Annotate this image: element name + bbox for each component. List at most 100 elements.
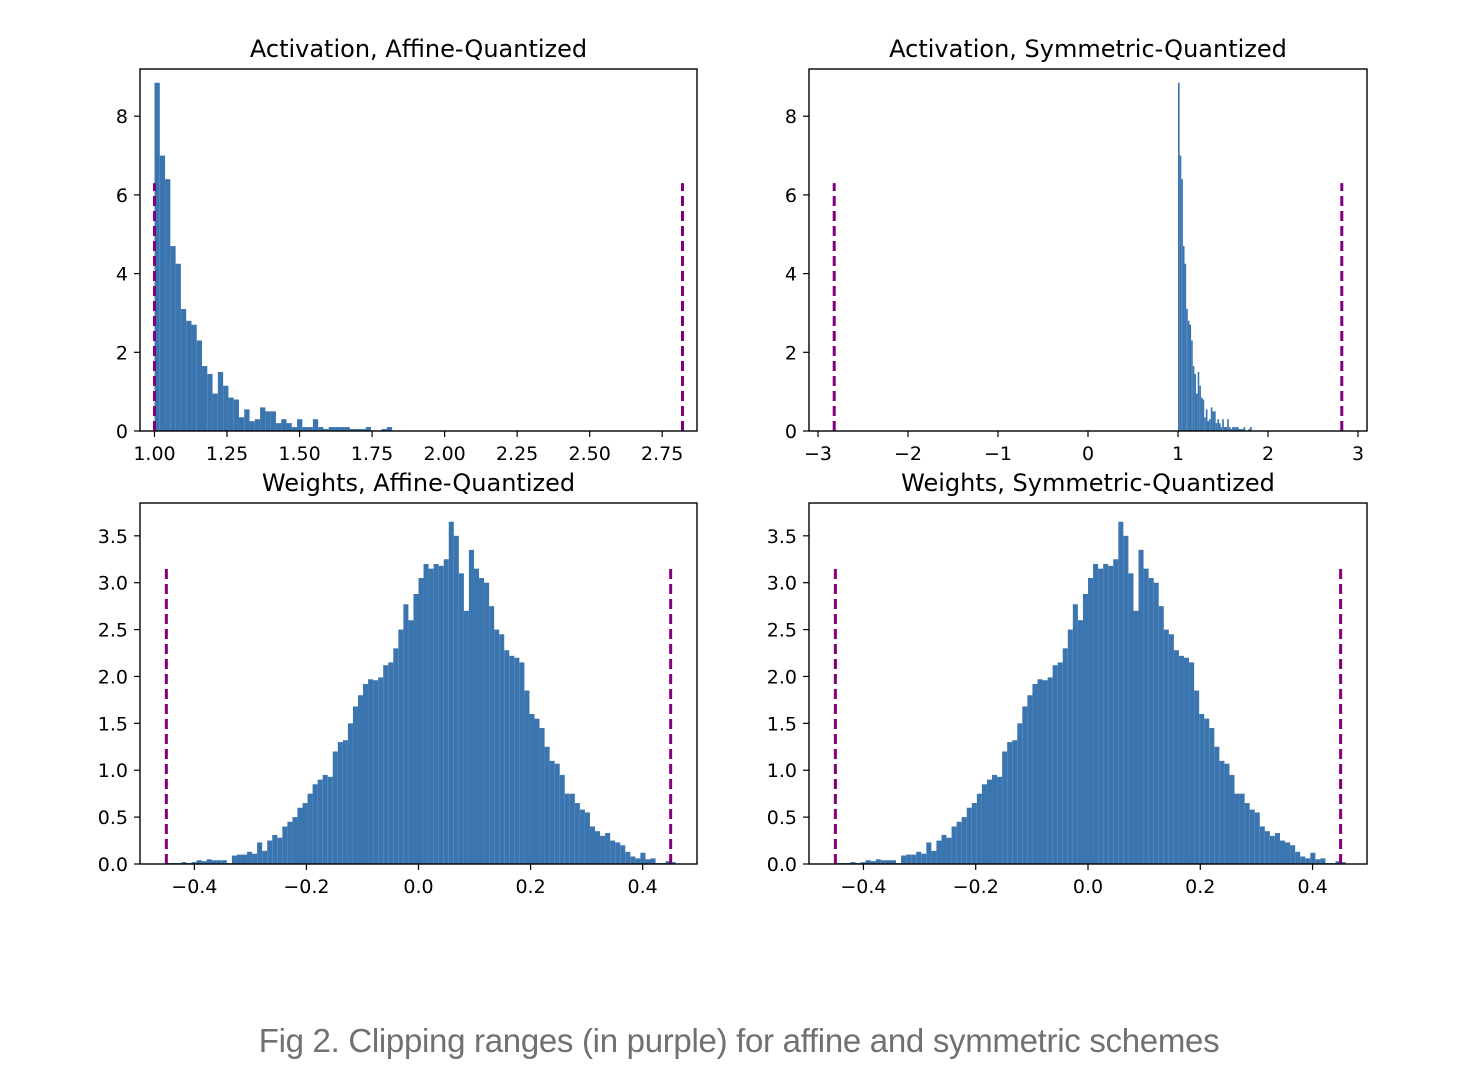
histogram-bar: [408, 620, 414, 864]
histogram-bar: [605, 833, 611, 864]
y-tick-label: 2.0: [767, 666, 797, 688]
histogram-bar: [332, 751, 338, 864]
histogram-bar: [986, 779, 992, 864]
histogram-bar: [318, 427, 324, 431]
histogram-bar: [344, 427, 350, 431]
histogram-bar: [1057, 662, 1063, 864]
x-tick-label: 0.2: [1185, 876, 1215, 898]
histogram-bar: [355, 429, 361, 431]
chart-title: Activation, Symmetric-Quantized: [889, 35, 1287, 63]
histogram-bar: [282, 826, 288, 864]
histogram-bar: [1320, 858, 1326, 864]
histogram-bar: [292, 817, 298, 864]
histogram-bar: [1233, 427, 1236, 431]
histogram-bar: [1290, 845, 1296, 864]
histogram-bar: [1230, 429, 1233, 431]
x-tick-label: 0.4: [628, 876, 658, 898]
histogram-bar: [1098, 568, 1104, 864]
x-tick-label: 0.4: [1297, 876, 1327, 898]
histogram-bar: [992, 774, 998, 864]
histogram-bar: [202, 366, 208, 431]
histogram-bar: [1168, 634, 1174, 864]
histogram-bar: [1250, 427, 1252, 431]
histogram-bar: [297, 419, 303, 431]
histogram-bar: [241, 854, 248, 864]
histogram-bar: [635, 858, 641, 864]
histogram-bar: [413, 593, 419, 864]
chart-title: Weights, Affine-Quantized: [262, 469, 575, 497]
histogram-bar: [322, 774, 328, 864]
histogram-bar: [360, 429, 366, 431]
x-tick-label: 2.25: [496, 443, 538, 465]
histogram-bar: [1082, 593, 1088, 864]
histogram-bar: [357, 695, 364, 864]
histogram-bar: [275, 423, 282, 431]
histogram-bar: [946, 837, 952, 864]
histogram-bar: [911, 854, 917, 864]
histogram-bar: [961, 817, 967, 864]
histogram-bar: [1163, 629, 1169, 864]
histogram-bar: [191, 324, 197, 431]
histogram-bar: [1113, 559, 1119, 864]
histogram-bar: [270, 411, 276, 431]
histogram-bars: [835, 521, 1346, 864]
y-tick-label: 1.5: [98, 713, 128, 735]
histogram-bar: [428, 568, 434, 864]
histogram-bar: [217, 371, 224, 431]
histogram-bar: [1194, 373, 1197, 431]
x-tick-label: 2.00: [423, 443, 465, 465]
histogram-bar: [1209, 728, 1215, 864]
histogram-bar: [254, 419, 261, 431]
x-tick-label: −0.4: [840, 876, 886, 898]
histogram-bar: [1234, 793, 1240, 864]
histogram-bar: [1148, 578, 1154, 864]
histogram-bar: [1012, 740, 1018, 864]
histogram-bar: [181, 862, 187, 864]
histogram-bar: [1007, 742, 1013, 864]
histogram-bar: [418, 578, 424, 864]
histogram-bar: [1133, 610, 1139, 864]
histogram-bar: [297, 807, 303, 864]
histogram-bar: [1305, 858, 1311, 864]
histogram-bar: [966, 807, 972, 864]
histogram-bar: [327, 776, 333, 864]
x-tick-label: 1.00: [133, 443, 175, 465]
histogram-bar: [312, 784, 318, 864]
y-tick-label: 0.5: [98, 807, 128, 829]
x-tick-label: 1: [1172, 443, 1184, 465]
histogram-bar: [221, 860, 227, 864]
histogram-bar: [620, 845, 626, 864]
histogram-bar: [339, 427, 345, 431]
x-tick-label: 0: [1082, 443, 1094, 465]
histogram-bar: [323, 429, 329, 431]
y-tick-label: 6: [116, 185, 128, 207]
histogram-bar: [381, 429, 387, 431]
histogram-bar: [1236, 427, 1239, 431]
histogram-bar: [212, 393, 218, 431]
histogram-bar: [1220, 427, 1223, 431]
histogram-bar: [458, 573, 464, 864]
histogram-bar: [549, 760, 555, 864]
histogram-bar: [206, 859, 212, 864]
chart-weights-affine-quantized: Weights, Affine-Quantized −0.4 −0.2 0.0 0.2 0…: [98, 469, 698, 898]
histogram-bar: [1118, 521, 1124, 864]
histogram-bar: [1240, 429, 1242, 431]
x-tick-label: 1.50: [278, 443, 320, 465]
histogram-bar: [244, 409, 250, 431]
histogram-bar: [211, 860, 217, 864]
histogram-bar: [267, 840, 273, 864]
histogram-bar: [398, 629, 404, 864]
x-tick-label: −2: [894, 443, 922, 465]
histogram-bar: [1222, 419, 1224, 431]
histogram-bar: [1178, 82, 1180, 432]
y-tick-label: 0: [785, 421, 797, 443]
histogram-bar: [1223, 427, 1226, 431]
histogram-bar: [1067, 629, 1073, 864]
histogram-bar: [1209, 419, 1211, 431]
histogram-bar: [307, 427, 313, 431]
histogram-bar: [1224, 763, 1230, 864]
histogram-bar: [1052, 665, 1058, 864]
histogram-bar: [1254, 812, 1260, 864]
histogram-bar: [564, 793, 570, 864]
histogram-bar: [368, 679, 374, 864]
